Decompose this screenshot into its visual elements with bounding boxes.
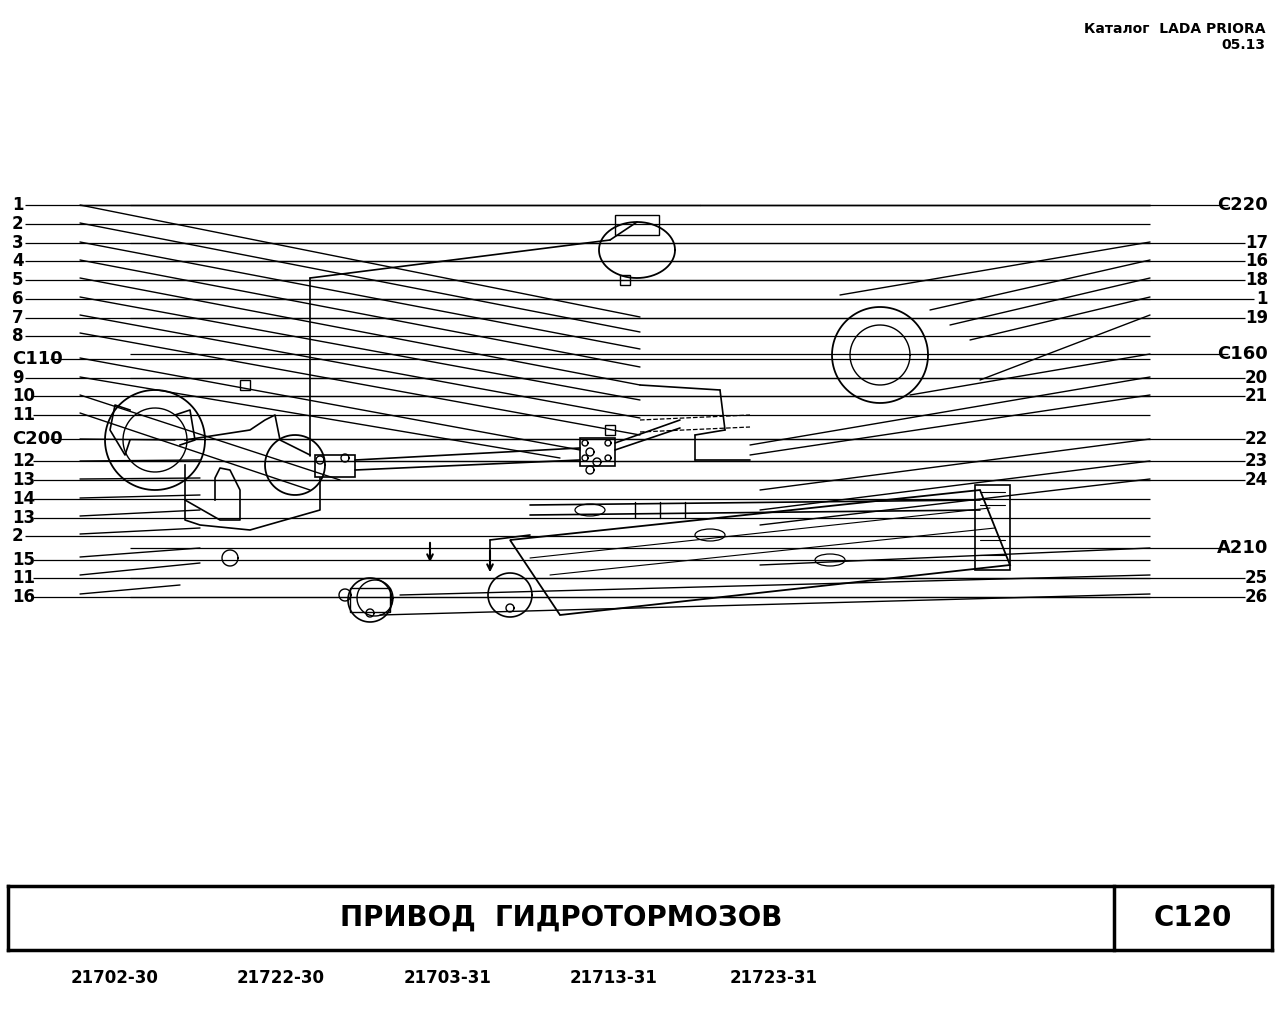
Text: 4: 4 (12, 252, 23, 271)
Text: 05.13: 05.13 (1221, 38, 1265, 52)
Text: 24: 24 (1244, 471, 1268, 489)
Bar (315, 455, 355, 477)
Text: 26: 26 (1245, 588, 1268, 606)
Text: 2: 2 (12, 527, 23, 545)
Text: 21703-31: 21703-31 (403, 969, 492, 987)
Text: 21723-31: 21723-31 (730, 969, 818, 987)
Text: 21702-30: 21702-30 (70, 969, 159, 987)
Text: 17: 17 (1245, 234, 1268, 252)
Text: 2: 2 (12, 214, 23, 233)
Bar (614, 215, 659, 235)
Text: A210: A210 (1216, 539, 1268, 557)
Text: C120: C120 (1153, 904, 1231, 932)
Bar (975, 485, 1010, 570)
Text: 13: 13 (12, 471, 35, 489)
Text: 1: 1 (1257, 290, 1268, 308)
Text: ПРИВОД  ГИДРОТОРМОЗОВ: ПРИВОД ГИДРОТОРМОЗОВ (339, 904, 782, 932)
Text: Каталог  LADA PRIORA: Каталог LADA PRIORA (1083, 22, 1265, 36)
Bar (620, 275, 630, 285)
Text: C110: C110 (12, 350, 63, 369)
Text: 11: 11 (12, 405, 35, 424)
Text: C160: C160 (1217, 345, 1268, 363)
Text: 3: 3 (12, 234, 23, 252)
Text: 9: 9 (12, 369, 23, 387)
Bar (349, 588, 390, 612)
Text: 14: 14 (12, 490, 35, 508)
Text: 20: 20 (1245, 369, 1268, 387)
Text: 8: 8 (12, 327, 23, 345)
Text: 12: 12 (12, 452, 35, 471)
Text: 23: 23 (1244, 452, 1268, 471)
Text: 15: 15 (12, 550, 35, 569)
Text: 21722-30: 21722-30 (237, 969, 325, 987)
Bar (241, 380, 250, 390)
Text: 13: 13 (12, 508, 35, 527)
Text: 18: 18 (1245, 271, 1268, 289)
Text: 25: 25 (1245, 569, 1268, 587)
Text: 22: 22 (1244, 430, 1268, 448)
Bar (605, 425, 614, 435)
Text: 19: 19 (1245, 308, 1268, 327)
Text: C200: C200 (12, 430, 63, 448)
Bar (580, 438, 614, 466)
Text: C220: C220 (1217, 196, 1268, 214)
Text: 16: 16 (1245, 252, 1268, 271)
Text: 5: 5 (12, 271, 23, 289)
Text: 11: 11 (12, 569, 35, 587)
Text: 1: 1 (12, 196, 23, 214)
Text: 21: 21 (1245, 387, 1268, 405)
Text: 16: 16 (12, 588, 35, 606)
Text: 21713-31: 21713-31 (570, 969, 658, 987)
Text: 7: 7 (12, 308, 23, 327)
Text: 10: 10 (12, 387, 35, 405)
Text: 6: 6 (12, 290, 23, 308)
